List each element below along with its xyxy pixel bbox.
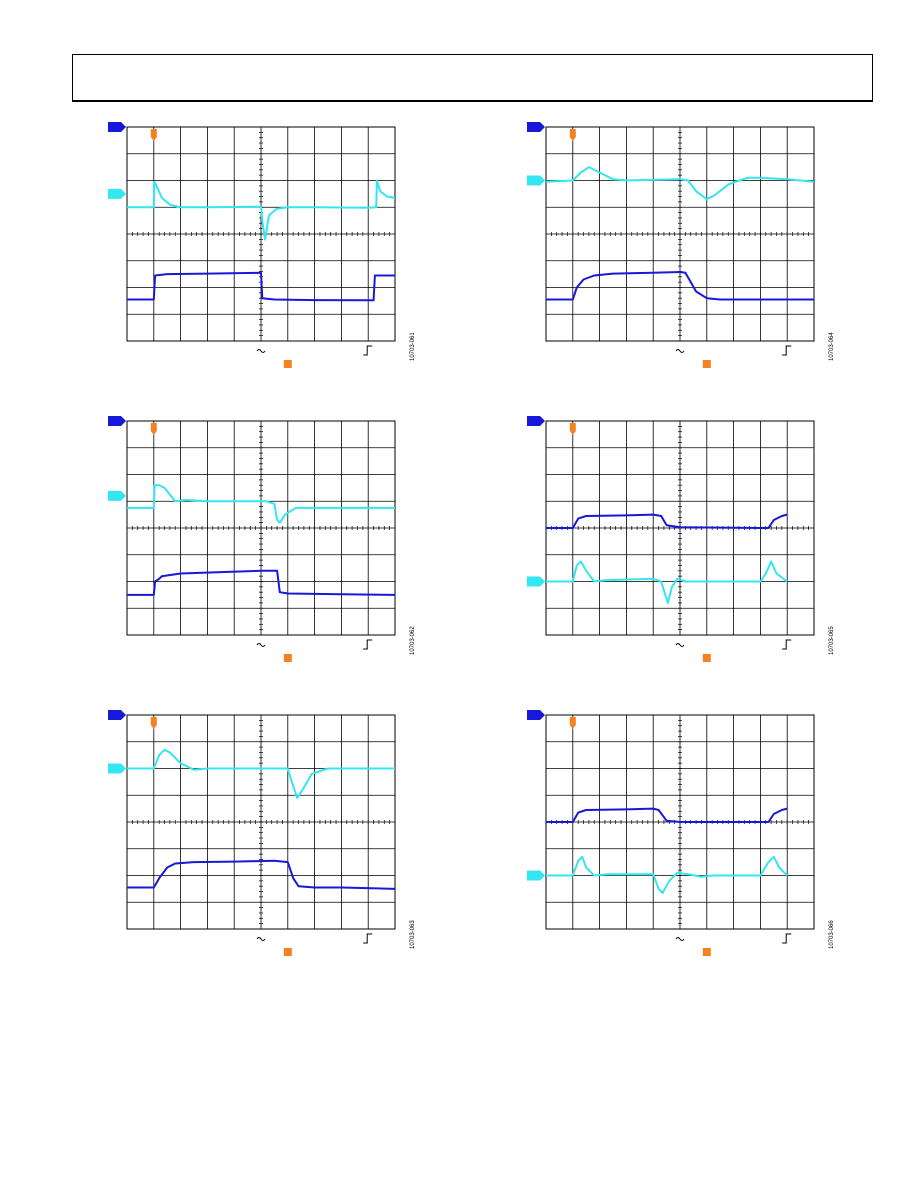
- bw-limit-icon: [675, 349, 685, 353]
- trace-1: [127, 748, 395, 799]
- channel-marker-1: [527, 710, 545, 720]
- scope-panel-1: 10703-061: [105, 118, 435, 378]
- channel-marker-1: [108, 490, 126, 501]
- bw-limit-icon: [256, 937, 266, 941]
- trigger-source-icon: [702, 654, 711, 662]
- scope-grid: [126, 714, 396, 930]
- trace-1: [546, 807, 788, 823]
- scope-panel-6: 10703-066: [524, 706, 854, 966]
- channel-marker-1: [527, 416, 545, 426]
- bw-limit-icon: [256, 349, 266, 353]
- channel-marker-1: [527, 175, 545, 186]
- figure-id-label: 10703-064: [829, 332, 835, 361]
- channel-marker-2: [527, 870, 545, 881]
- scope-svg: 10703-063: [108, 710, 416, 956]
- scope-grid: [126, 126, 396, 342]
- figure-id-label: 10703-063: [410, 920, 416, 949]
- channel-marker-2: [108, 710, 126, 720]
- trace-2: [127, 271, 395, 302]
- scope-panel-5: 10703-063: [105, 706, 435, 966]
- scope-grid: [545, 126, 815, 342]
- scope-svg: 10703-062: [108, 416, 416, 662]
- channel-marker-2: [527, 576, 545, 587]
- trigger-position-marker: [150, 129, 157, 141]
- trigger-source-icon: [283, 360, 292, 368]
- trigger-position-marker: [569, 717, 576, 729]
- scope-svg: 10703-061: [108, 122, 416, 368]
- channel-marker-2: [108, 122, 126, 132]
- trigger-position-marker: [150, 423, 157, 435]
- channel-marker-2: [527, 122, 545, 132]
- rising-edge-icon: [782, 345, 792, 356]
- channel-marker-1: [108, 188, 126, 199]
- trigger-position-marker: [569, 129, 576, 141]
- trigger-source-icon: [283, 654, 292, 662]
- trace-2: [546, 560, 788, 604]
- rising-edge-icon: [363, 639, 373, 650]
- trace-1: [127, 484, 395, 524]
- scope-svg: 10703-065: [527, 416, 835, 662]
- trace-1: [127, 179, 396, 241]
- figure-id-label: 10703-062: [410, 626, 416, 655]
- scope-svg: 10703-066: [527, 710, 835, 956]
- trace-2: [546, 271, 814, 301]
- trace-2: [546, 855, 788, 894]
- rising-edge-icon: [363, 345, 373, 356]
- figure-id-label: 10703-065: [829, 626, 835, 655]
- scope-panel-4: 10703-065: [524, 412, 854, 672]
- bw-limit-icon: [675, 643, 685, 647]
- trigger-source-icon: [283, 948, 292, 956]
- trigger-source-icon: [702, 360, 711, 368]
- trace-1: [545, 166, 815, 201]
- figure-id-label: 10703-061: [410, 332, 416, 361]
- trigger-source-icon: [702, 948, 711, 956]
- rising-edge-icon: [782, 933, 792, 944]
- bw-limit-icon: [675, 937, 685, 941]
- scope-grid: [126, 420, 396, 636]
- rising-edge-icon: [782, 639, 792, 650]
- scope-svg: 10703-064: [527, 122, 835, 368]
- page-header-frame: [72, 54, 873, 102]
- trace-2: [127, 859, 396, 890]
- trigger-position-marker: [150, 717, 157, 729]
- scope-panel-2: 10703-064: [524, 118, 854, 378]
- figure-id-label: 10703-066: [829, 920, 835, 949]
- channel-marker-1: [108, 763, 126, 774]
- trace-1: [546, 513, 788, 529]
- trigger-position-marker: [569, 423, 576, 435]
- channel-marker-2: [108, 416, 126, 426]
- bw-limit-icon: [256, 643, 266, 647]
- scope-panel-3: 10703-062: [105, 412, 435, 672]
- rising-edge-icon: [363, 933, 373, 944]
- trace-2: [127, 569, 396, 596]
